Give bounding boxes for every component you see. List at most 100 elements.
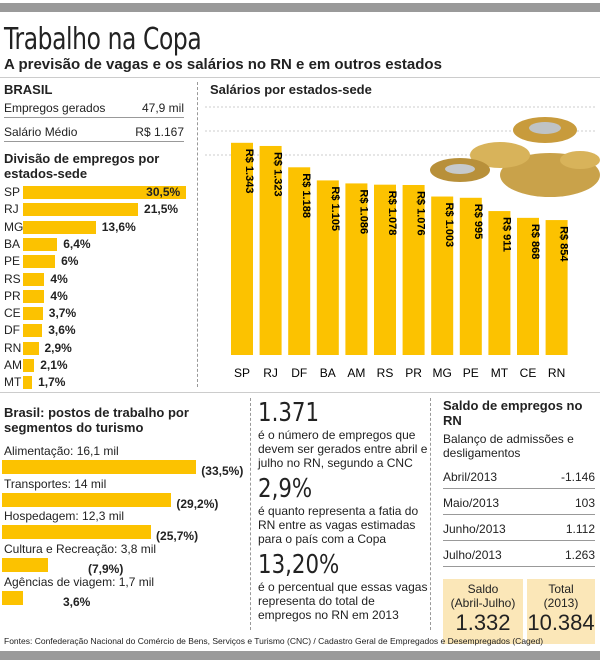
- row-value: -1.146: [560, 470, 595, 484]
- value-label: R$ 854: [558, 226, 570, 262]
- fact: 2,9% é quanto representa a fatia do RN en…: [258, 474, 428, 546]
- bar: [23, 289, 45, 303]
- bar: [23, 186, 187, 199]
- tourism-chart: Alimentação: 16,1 mil (33,5%) Transportes:…: [0, 444, 250, 632]
- bar: [374, 184, 396, 355]
- fact: 13,20% é o percentual que essas vagas rep…: [258, 550, 428, 622]
- bar: [345, 183, 368, 355]
- value-label: 6,4%: [63, 236, 91, 251]
- bar: [23, 272, 45, 286]
- category-label: AM: [347, 366, 365, 380]
- fact-text: é o percentual que essas vagas represent…: [258, 580, 428, 622]
- category-label: RS: [377, 366, 394, 380]
- bar: [316, 180, 339, 355]
- bar: [402, 184, 425, 355]
- fact-text: é quanto representa a fatia do RN entre …: [258, 504, 419, 546]
- category-label: MG: [433, 366, 452, 380]
- bar: [23, 237, 58, 251]
- divider: [430, 398, 431, 630]
- bar: [23, 359, 35, 372]
- category-label: RN: [4, 340, 22, 355]
- fact-number: 1.371: [258, 398, 320, 428]
- value-label: R$ 1.003: [443, 203, 455, 248]
- value-label: R$ 868: [529, 224, 541, 259]
- category-label: DF: [4, 323, 20, 338]
- top-rule: [0, 3, 600, 12]
- value-label: R$ 1.078: [386, 191, 398, 236]
- category-label: RN: [548, 366, 565, 380]
- value-label: 2,1%: [40, 358, 68, 372]
- bar: [488, 211, 511, 355]
- bar: [288, 167, 311, 355]
- value-label: R$ 911: [500, 217, 512, 252]
- row-label: Salário Médio: [4, 125, 78, 139]
- fact-text: é o número de empregos que devem ser ger…: [258, 428, 428, 470]
- category-label: BA: [4, 236, 21, 251]
- value-label: 6%: [61, 254, 79, 269]
- category-label: PE: [463, 366, 479, 380]
- row-label: Empregos gerados: [4, 101, 106, 115]
- saldo-subheading: Balanço de admissões e desligamentos: [443, 432, 574, 460]
- value-label: 3,7%: [48, 306, 77, 321]
- value-label: 21,5%: [144, 202, 179, 217]
- value-label: R$ 1.188: [300, 173, 312, 218]
- value-label: R$ 1.323: [272, 152, 284, 197]
- row-label: Junho/2013: [443, 522, 506, 536]
- saldo-row: Maio/2013 103: [443, 492, 595, 515]
- row-value: 103: [574, 496, 595, 510]
- category-label: RJ: [4, 202, 19, 217]
- salary-chart-title: Salários por estados-sede: [210, 82, 372, 97]
- row-label: Maio/2013: [443, 496, 500, 510]
- bar: [545, 220, 568, 355]
- value-label: R$ 995: [472, 204, 484, 239]
- bar: [23, 341, 39, 355]
- row-value: R$ 1.167: [135, 125, 184, 139]
- value-label: (25,7%): [156, 529, 199, 544]
- subtitle: A previsão de vagas e os salários no RN …: [4, 56, 442, 73]
- bar: [2, 492, 172, 507]
- value-label: 30,5%: [146, 185, 181, 199]
- category-label: CE: [4, 306, 21, 321]
- bar: [2, 460, 197, 474]
- category-label: CE: [520, 366, 537, 380]
- category-label: RJ: [263, 366, 278, 380]
- category-label: AM: [4, 358, 22, 372]
- saldo-row: Julho/2013 1.263: [443, 544, 595, 567]
- states-chart-title: Divisão de empregos por estados-sede: [4, 151, 160, 181]
- bar: [517, 217, 539, 355]
- row-value: 47,9 mil: [141, 101, 184, 115]
- bar: [2, 558, 48, 573]
- value-label: 2,9%: [44, 340, 72, 355]
- category-label: DF: [291, 366, 307, 380]
- fact-number: 13,20%: [258, 550, 340, 580]
- salary-chart: R$ 1.343 SP R$ 1.323 RJ R$ 1.188 DF R$ 1.105 BA…: [205, 106, 600, 380]
- box-value: 1.332: [455, 610, 511, 635]
- value-label: 3,6%: [63, 594, 91, 609]
- bar: [23, 203, 139, 217]
- bar: [23, 324, 43, 338]
- fact-number: 2,9%: [258, 474, 313, 504]
- value-label: 4%: [50, 271, 68, 286]
- divider: [197, 82, 198, 387]
- saldo-row: Abril/2013 -1.146: [443, 466, 595, 489]
- category-label: BA: [320, 366, 336, 380]
- title: Trabalho na Copa: [4, 22, 202, 57]
- value-label: 3,6%: [48, 323, 76, 338]
- box-period: (Abril-Julho): [450, 596, 516, 610]
- row-value: 1.263: [564, 548, 595, 562]
- value-label: R$ 1.076: [415, 191, 427, 236]
- coins-image: [430, 117, 600, 197]
- category-label: SP: [234, 366, 250, 380]
- category-label: Cultura e Recreação: 3,8 mil: [4, 542, 157, 557]
- category-label: Agências de viagem: 1,7 mil: [4, 574, 155, 589]
- category-label: RS: [4, 271, 21, 286]
- category-label: MT: [4, 375, 22, 390]
- value-label: (29,2%): [176, 496, 219, 511]
- category-label: MG: [4, 219, 24, 234]
- divider: [250, 398, 251, 630]
- value-label: R$ 1.105: [329, 186, 341, 231]
- category-label: PR: [4, 288, 21, 303]
- bar: [23, 376, 33, 390]
- brasil-row: Empregos gerados 47,9 mil: [4, 99, 184, 118]
